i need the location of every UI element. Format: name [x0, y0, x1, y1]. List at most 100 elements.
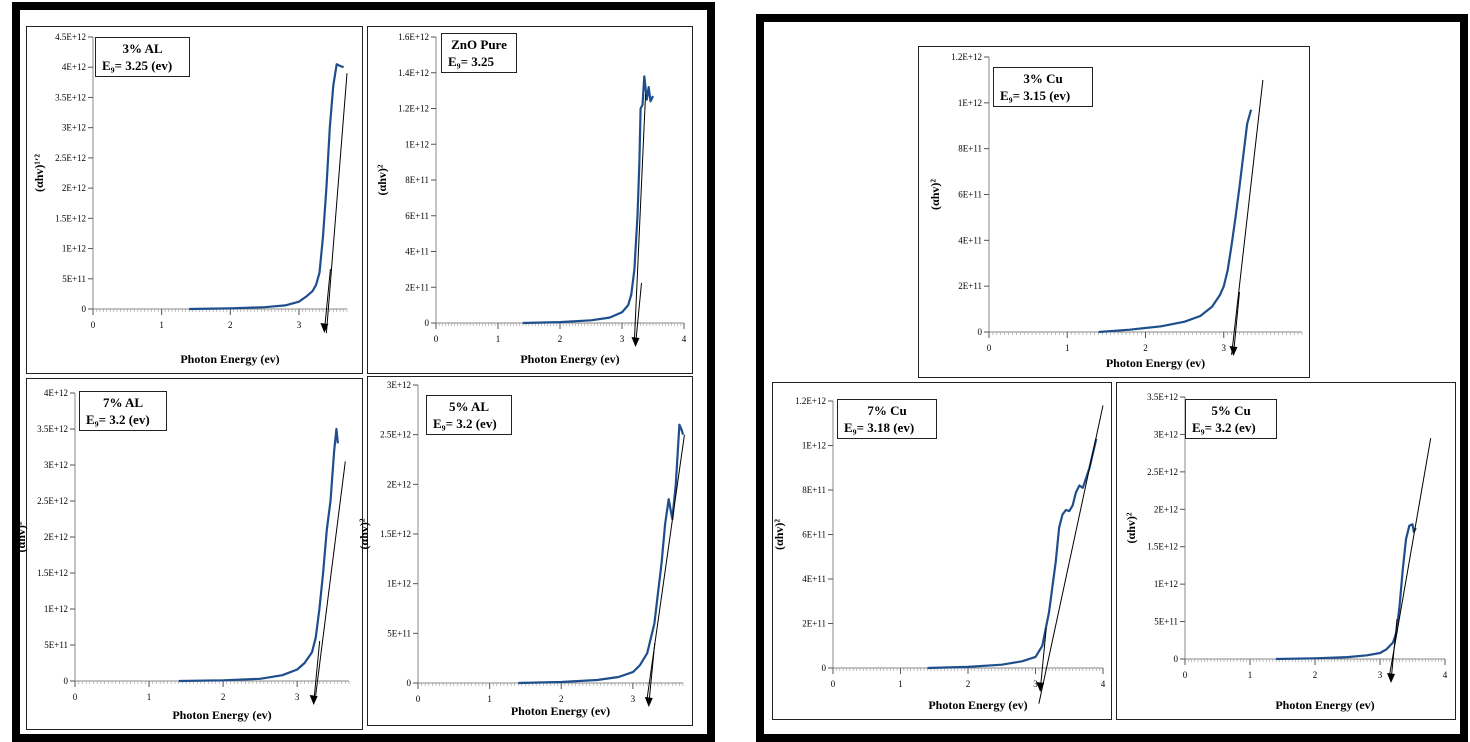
y-tick-label: 0	[822, 663, 827, 673]
chart-svg: 0 1 2 3 0 2E+11 4E+11 6E+11 8E+11 1E+12 1.2E+12 Pho…	[928, 52, 1303, 370]
x-tick-label: 2	[228, 320, 233, 330]
x-axis-label: Photon Energy (ev)	[172, 708, 271, 722]
arrow-head	[1036, 682, 1045, 692]
x-axis-label: Photon Energy (ev)	[1275, 698, 1374, 712]
y-tick-label: 5E+11	[62, 274, 86, 284]
y-axis-label: (αhv)²	[772, 519, 786, 550]
legend-band-gap: E₉= 3.25 (ev)	[102, 58, 173, 73]
chart-svg: 0 1 2 3 0 5E+11 1E+12 1.5E+12 2E+12 2.5E+12 3E+12 3…	[32, 32, 348, 366]
x-tick-label: 0	[987, 343, 992, 353]
y-tick-label: 1.5E+12	[37, 568, 68, 578]
y-tick-label: 8E+11	[405, 175, 429, 185]
x-tick-label: 4	[1443, 670, 1448, 680]
x-axis-label: Photon Energy (ev)	[928, 698, 1027, 712]
x-tick-label: 2	[966, 679, 971, 689]
y-tick-label: 2.5E+12	[55, 153, 86, 163]
x-tick-label: 4	[1101, 679, 1106, 689]
y-tick-label: 1E+12	[62, 244, 86, 254]
x-tick-label: 3	[1378, 670, 1383, 680]
legend-sample-name: 7% Cu	[867, 403, 907, 418]
y-tick-label: 1.2E+12	[951, 52, 982, 62]
arrow-head	[309, 695, 318, 705]
x-tick-label: 1	[898, 679, 903, 689]
y-tick-label: 5E+11	[44, 640, 68, 650]
x-tick-label: 2	[558, 334, 563, 344]
legend-band-gap: E₉= 3.2 (ev)	[86, 412, 150, 427]
y-tick-label: 0	[425, 318, 430, 328]
y-tick-label: 1E+12	[387, 579, 411, 589]
y-tick-label: 4E+11	[958, 235, 982, 245]
y-tick-label: 1.4E+12	[398, 68, 429, 78]
y-axis-label: (αhv)²	[357, 518, 371, 549]
x-tick-label: 0	[73, 692, 78, 702]
y-tick-label: 3E+12	[62, 123, 86, 133]
y-tick-label: 3E+12	[44, 460, 68, 470]
legend-sample-name: 3% AL	[122, 41, 163, 56]
x-tick-label: 2	[559, 694, 564, 704]
x-tick-label: 3	[1033, 679, 1038, 689]
y-tick-label: 1.6E+12	[398, 32, 429, 42]
band-gap-arrow	[313, 640, 321, 704]
legend-box: 3% Cu E₉= 3.15 (ev)	[993, 67, 1093, 107]
tangent-fit-line	[633, 94, 647, 341]
chart-panel-al5: 0 1 2 3 0 5E+11 1E+12 1.5E+12 2E+12 2.5E+12 3E+12 P…	[357, 376, 693, 726]
x-tick-label: 1	[496, 334, 501, 344]
y-tick-label: 1E+12	[1154, 579, 1178, 589]
y-tick-label: 4E+11	[802, 574, 826, 584]
y-tick-label: 0	[1174, 654, 1179, 664]
chart-svg: 0 1 2 3 0 5E+11 1E+12 1.5E+12 2E+12 2.5E+12 3E+12 P…	[357, 380, 685, 718]
chart-svg: 0 1 2 3 4 0 2E+11 4E+11 6E+11 8E+11 1E+12 1.2E+12 Ph…	[772, 396, 1106, 712]
data-series-line	[1275, 523, 1417, 661]
tangent-fit-line	[325, 73, 348, 334]
x-tick-label: 1	[1065, 343, 1070, 353]
x-axis-label: Photon Energy (ev)	[511, 704, 610, 718]
arrow-head	[1387, 673, 1395, 683]
x-tick-label: 1	[487, 694, 492, 704]
y-tick-label: 2E+12	[1154, 504, 1178, 514]
chart-panel-al3: 0 1 2 3 0 5E+11 1E+12 1.5E+12 2E+12 2.5E+12 3E+12 3…	[26, 26, 363, 374]
legend-box: 7% Cu E₉= 3.18 (ev)	[837, 399, 937, 439]
x-tick-label: 1	[1248, 670, 1253, 680]
y-tick-label: 1E+12	[958, 98, 982, 108]
y-tick-label: 1E+12	[802, 441, 826, 451]
y-tick-label: 1.2E+12	[398, 104, 429, 114]
x-axis-label: Photon Energy (ev)	[1106, 356, 1205, 370]
legend-sample-name: 3% Cu	[1023, 71, 1063, 86]
chart-panel-cu7: 0 1 2 3 4 0 2E+11 4E+11 6E+11 8E+11 1E+12 1.2E+12 Ph…	[772, 382, 1112, 720]
y-tick-label: 1E+12	[405, 139, 429, 149]
data-series-line	[522, 75, 654, 325]
x-tick-label: 2	[1313, 670, 1318, 680]
legend-band-gap: E₉= 3.25	[448, 54, 494, 69]
chart-svg: 0 1 2 3 4 0 5E+11 1E+12 1.5E+12 2E+12 2.5E+12 3E+12…	[1124, 392, 1448, 712]
chart-panel-al7: 0 1 2 3 0 5E+11 1E+12 1.5E+12 2E+12 2.5E+12 3E+12 3…	[14, 378, 363, 730]
y-tick-label: 8E+11	[802, 485, 826, 495]
x-tick-label: 3	[631, 694, 636, 704]
y-tick-label: 1.5E+12	[1147, 542, 1178, 552]
data-series-line	[518, 423, 685, 685]
y-axis-label: (αhv)²	[14, 521, 28, 552]
x-tick-label: 3	[297, 320, 302, 330]
y-tick-label: 3.5E+12	[1147, 392, 1178, 402]
x-tick-label: 0	[831, 679, 836, 689]
data-series-line	[1098, 109, 1253, 334]
y-axis-label: (αhv)²	[928, 179, 942, 210]
chart-svg: 0 1 2 3 0 5E+11 1E+12 1.5E+12 2E+12 2.5E+12 3E+12 3…	[14, 388, 350, 722]
legend-band-gap: E₉= 3.18 (ev)	[844, 420, 915, 435]
x-tick-label: 1	[147, 692, 152, 702]
y-tick-label: 2.5E+12	[380, 430, 411, 440]
y-tick-label: 5E+11	[1154, 617, 1178, 627]
tangent-fit-line	[1389, 438, 1432, 675]
x-tick-label: 0	[91, 320, 96, 330]
y-tick-label: 2E+12	[387, 479, 411, 489]
x-tick-label: 2	[221, 692, 226, 702]
legend-box: 3% AL E₉= 3.25 (ev)	[95, 37, 190, 77]
y-tick-label: 3E+12	[387, 380, 411, 390]
y-tick-label: 1.2E+12	[795, 396, 826, 406]
band-gap-arrow	[1232, 291, 1240, 355]
y-tick-label: 4E+12	[62, 62, 86, 72]
arrow-head	[631, 337, 640, 347]
x-tick-label: 4	[682, 334, 687, 344]
y-tick-label: 6E+11	[405, 211, 429, 221]
y-tick-label: 4.5E+12	[55, 32, 86, 42]
x-axis-label: Photon Energy (ev)	[180, 352, 279, 366]
